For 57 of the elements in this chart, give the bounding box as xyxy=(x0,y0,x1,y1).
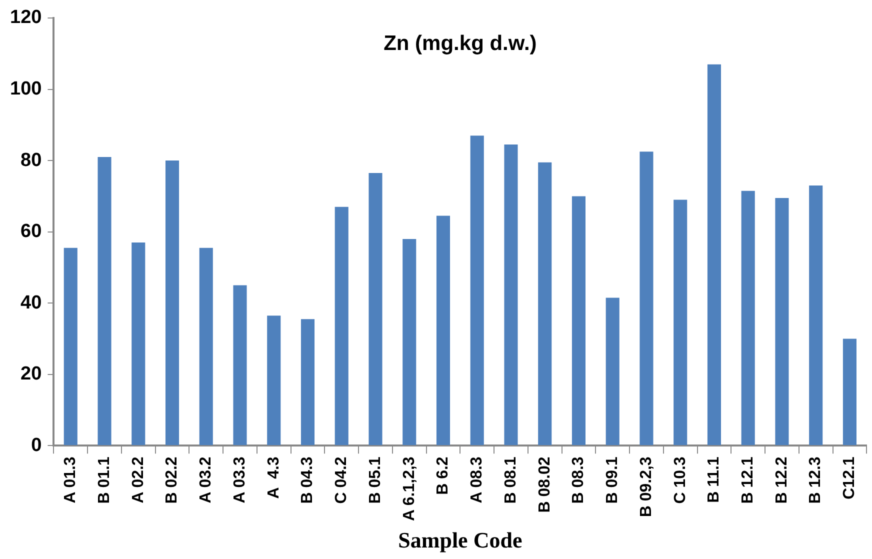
bar xyxy=(707,64,721,446)
x-tick-label: B 01.1 xyxy=(96,456,113,504)
bar xyxy=(368,173,382,446)
text: Zn (mg.kg d.w.) xyxy=(384,32,537,55)
x-tick-label: B 12.3 xyxy=(807,456,824,504)
bar xyxy=(674,200,688,446)
x-tick-label: A 03.3 xyxy=(231,456,248,504)
x-tick-label: B 09.2,3 xyxy=(638,456,655,518)
bar xyxy=(504,144,518,446)
x-tick-label: B 08.02 xyxy=(536,456,554,513)
x-tick-label: B 6.2 xyxy=(434,456,452,495)
bar xyxy=(165,160,180,446)
y-tick-label: 80 xyxy=(20,150,42,171)
bar xyxy=(606,298,620,446)
bar xyxy=(809,186,823,446)
x-tick-label: B 05.1 xyxy=(366,456,384,504)
bar xyxy=(572,196,586,446)
bar xyxy=(132,242,146,446)
bar xyxy=(538,162,552,446)
y-tick-label: 20 xyxy=(20,364,42,385)
bar xyxy=(775,198,789,446)
bar xyxy=(640,152,654,446)
x-tick-label: C 10.3 xyxy=(672,456,689,504)
bar xyxy=(334,206,348,446)
x-axis-title: Sample Code xyxy=(398,527,522,552)
x-tick-label: B 09.1 xyxy=(604,456,622,504)
bar xyxy=(741,190,755,446)
x-tick-label: B 11.1 xyxy=(706,456,723,503)
x-tick-label: A 01.3 xyxy=(62,456,80,504)
bar xyxy=(199,248,213,446)
bar xyxy=(233,285,247,446)
x-tick-label: B 08.1 xyxy=(502,456,520,504)
x-tick-label: C12.1 xyxy=(841,456,858,500)
x-tick-label: B 04.3 xyxy=(299,456,316,504)
x-tick-label: A 02.2 xyxy=(130,456,147,504)
bar xyxy=(470,136,484,446)
bar xyxy=(436,216,450,446)
x-tick-label: C 04.2 xyxy=(333,456,350,504)
x-tick-label: A 6.1,2,3 xyxy=(400,456,418,522)
bar xyxy=(300,319,315,446)
bar xyxy=(842,338,856,446)
bar xyxy=(98,156,112,446)
x-tick-label: A 03.2 xyxy=(198,456,215,504)
x-tick-label: B 02.2 xyxy=(164,456,181,504)
x-tick-label: A 4.3 xyxy=(265,456,282,499)
bar xyxy=(267,316,281,446)
bar xyxy=(402,238,416,446)
y-tick-label: 120 xyxy=(10,7,42,28)
y-tick-label: 60 xyxy=(20,221,42,242)
y-tick-label: 0 xyxy=(31,434,42,456)
x-tick-label: B 08.3 xyxy=(570,456,588,504)
x-tick-label: A 08.3 xyxy=(468,456,486,504)
y-tick-label: 100 xyxy=(10,78,42,100)
bar xyxy=(64,248,78,446)
y-tick-label: 40 xyxy=(20,292,42,314)
x-tick-label: B 12.2 xyxy=(773,456,790,504)
x-tick-label: B 12.1 xyxy=(740,456,757,504)
